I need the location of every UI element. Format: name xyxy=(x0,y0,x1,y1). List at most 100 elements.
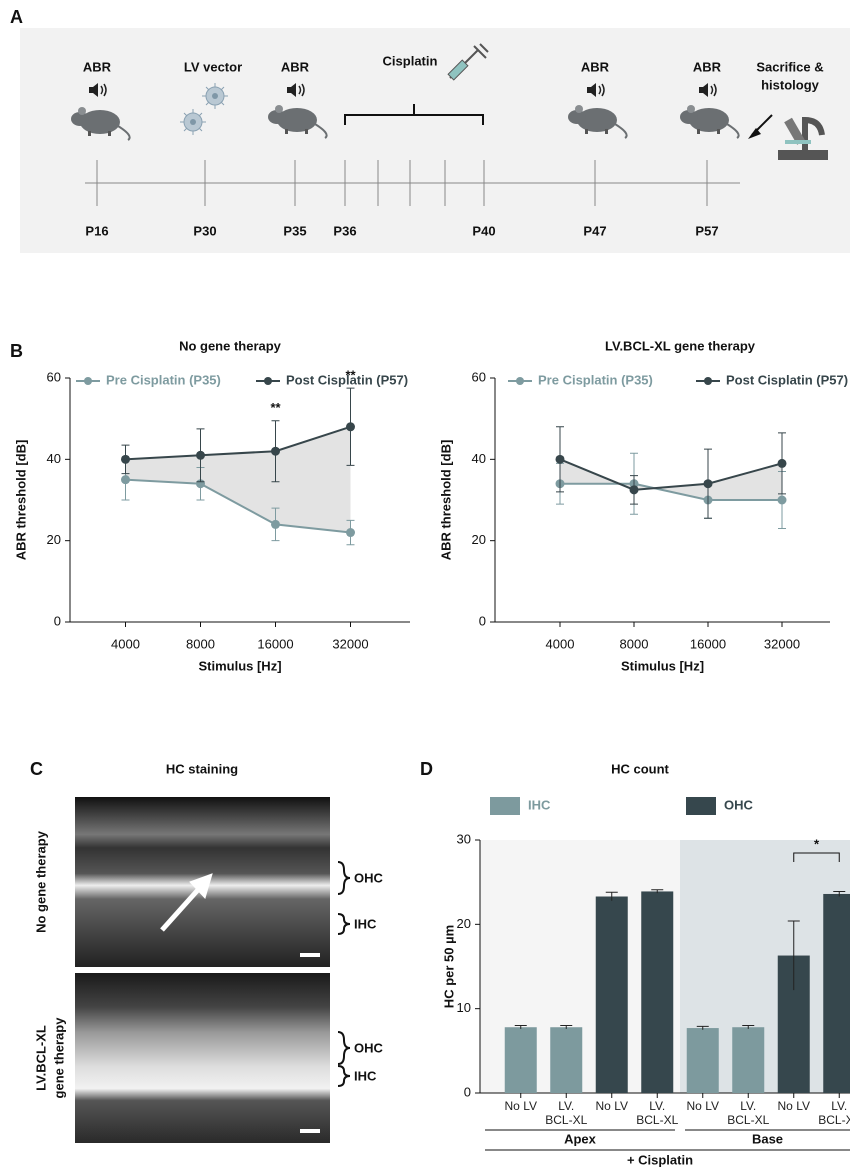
x-tick-label-box: No LV xyxy=(498,1099,544,1131)
y-tick-label: 20 xyxy=(457,916,471,931)
day-label: P36 xyxy=(333,223,356,238)
day-label: P16 xyxy=(85,223,108,238)
data-point xyxy=(346,528,355,537)
panel-label: A xyxy=(10,7,23,27)
data-point xyxy=(704,479,713,488)
y-axis-label: ABR threshold [dB] xyxy=(438,440,453,561)
legend-label: Pre Cisplatin (P35) xyxy=(538,372,653,387)
y-tick-label: 40 xyxy=(472,451,486,466)
layer-label: OHC xyxy=(354,1040,384,1055)
significance: ** xyxy=(345,368,356,383)
figure: ABCDP16P30P35P36P40P47P57ABRLV vectorABR… xyxy=(0,0,850,1168)
data-point xyxy=(271,447,280,456)
bar xyxy=(505,1027,537,1093)
row-label: LV.BCL-XL xyxy=(33,1025,48,1091)
layer-label: OHC xyxy=(354,870,384,885)
x-axis-label: Stimulus [Hz] xyxy=(621,658,704,673)
x-tick-label: 4000 xyxy=(111,636,140,651)
legend-label: Pre Cisplatin (P35) xyxy=(106,372,221,387)
micrograph xyxy=(75,973,330,1143)
event-label: ABR xyxy=(581,59,610,74)
y-axis-label: ABR threshold [dB] xyxy=(13,440,28,561)
group-label: Base xyxy=(752,1131,783,1146)
y-tick-label: 0 xyxy=(479,613,486,628)
legend-label: OHC xyxy=(724,797,754,812)
data-point xyxy=(346,422,355,431)
x-tick-label: No LV xyxy=(771,1099,817,1113)
x-tick-label: 4000 xyxy=(546,636,575,651)
legend-marker xyxy=(84,377,92,385)
x-tick-label-box: LV. BCL-XL xyxy=(725,1099,771,1131)
event-label: ABR xyxy=(281,59,310,74)
x-tick-label: LV. BCL-XL xyxy=(543,1099,589,1127)
legend-marker xyxy=(516,377,524,385)
endpoint-label: histology xyxy=(761,77,820,92)
row-label: No gene therapy xyxy=(33,830,48,933)
data-point xyxy=(556,455,565,464)
layer-label: IHC xyxy=(354,1068,377,1083)
bar xyxy=(687,1028,719,1093)
event-label: ABR xyxy=(693,59,722,74)
x-tick-label: No LV xyxy=(680,1099,726,1113)
shaded-difference xyxy=(560,459,782,500)
endpoint-label: Sacrifice & xyxy=(756,59,823,74)
y-tick-label: 40 xyxy=(47,451,61,466)
x-tick-label: 8000 xyxy=(620,636,649,651)
x-tick-label-box: LV. BCL-XL xyxy=(634,1099,680,1131)
data-point xyxy=(196,451,205,460)
legend-swatch xyxy=(686,797,716,815)
chart-title: LV.BCL-XL gene therapy xyxy=(605,338,756,353)
x-tick-label-box: LV. BCL-XL xyxy=(543,1099,589,1131)
legend-label: IHC xyxy=(528,797,551,812)
day-label: P35 xyxy=(283,223,306,238)
bar xyxy=(596,897,628,1093)
y-tick-label: 0 xyxy=(54,613,61,628)
x-tick-label-box: LV. BCL-XL xyxy=(816,1099,850,1131)
x-axis-label: Stimulus [Hz] xyxy=(198,658,281,673)
x-tick-label: 32000 xyxy=(332,636,368,651)
treatment-label: Cisplatin xyxy=(383,53,438,68)
panel-label: B xyxy=(10,341,23,361)
legend-swatch xyxy=(490,797,520,815)
x-tick-label: 32000 xyxy=(764,636,800,651)
group-label: Apex xyxy=(564,1131,597,1146)
panel-label: D xyxy=(420,759,433,779)
x-tick-label-box: No LV xyxy=(680,1099,726,1131)
chart-title: HC count xyxy=(611,761,669,776)
legend-marker xyxy=(264,377,272,385)
x-tick-label: LV. BCL-XL xyxy=(725,1099,771,1127)
x-tick-label: LV. BCL-XL xyxy=(634,1099,680,1127)
bar xyxy=(732,1027,764,1093)
bar xyxy=(823,894,850,1093)
layer-label: IHC xyxy=(354,916,377,931)
day-label: P30 xyxy=(193,223,216,238)
y-tick-label: 30 xyxy=(457,831,471,846)
y-tick-label: 60 xyxy=(47,369,61,384)
data-point xyxy=(778,496,787,505)
data-point xyxy=(121,455,130,464)
day-label: P40 xyxy=(472,223,495,238)
y-tick-label: 60 xyxy=(472,369,486,384)
y-tick-label: 10 xyxy=(457,1000,471,1015)
panel-title: HC staining xyxy=(166,761,238,776)
legend-marker xyxy=(704,377,712,385)
x-tick-label: 16000 xyxy=(690,636,726,651)
bar xyxy=(641,891,673,1093)
condition-label: + Cisplatin xyxy=(627,1152,693,1167)
chart-title: No gene therapy xyxy=(179,338,282,353)
data-point xyxy=(778,459,787,468)
day-label: P57 xyxy=(695,223,718,238)
x-tick-label-box: No LV xyxy=(589,1099,635,1131)
data-point xyxy=(121,475,130,484)
x-tick-label: No LV xyxy=(589,1099,635,1113)
data-point xyxy=(630,485,639,494)
y-tick-label: 20 xyxy=(472,532,486,547)
significance: ** xyxy=(270,400,281,415)
y-axis-label: HC per 50 µm xyxy=(441,925,456,1008)
braces xyxy=(338,862,350,1086)
x-tick-label-box: No LV xyxy=(771,1099,817,1131)
bar xyxy=(550,1027,582,1093)
data-point xyxy=(271,520,280,529)
x-tick-label: LV. BCL-XL xyxy=(816,1099,850,1127)
row-label: gene therapy xyxy=(51,1017,66,1099)
